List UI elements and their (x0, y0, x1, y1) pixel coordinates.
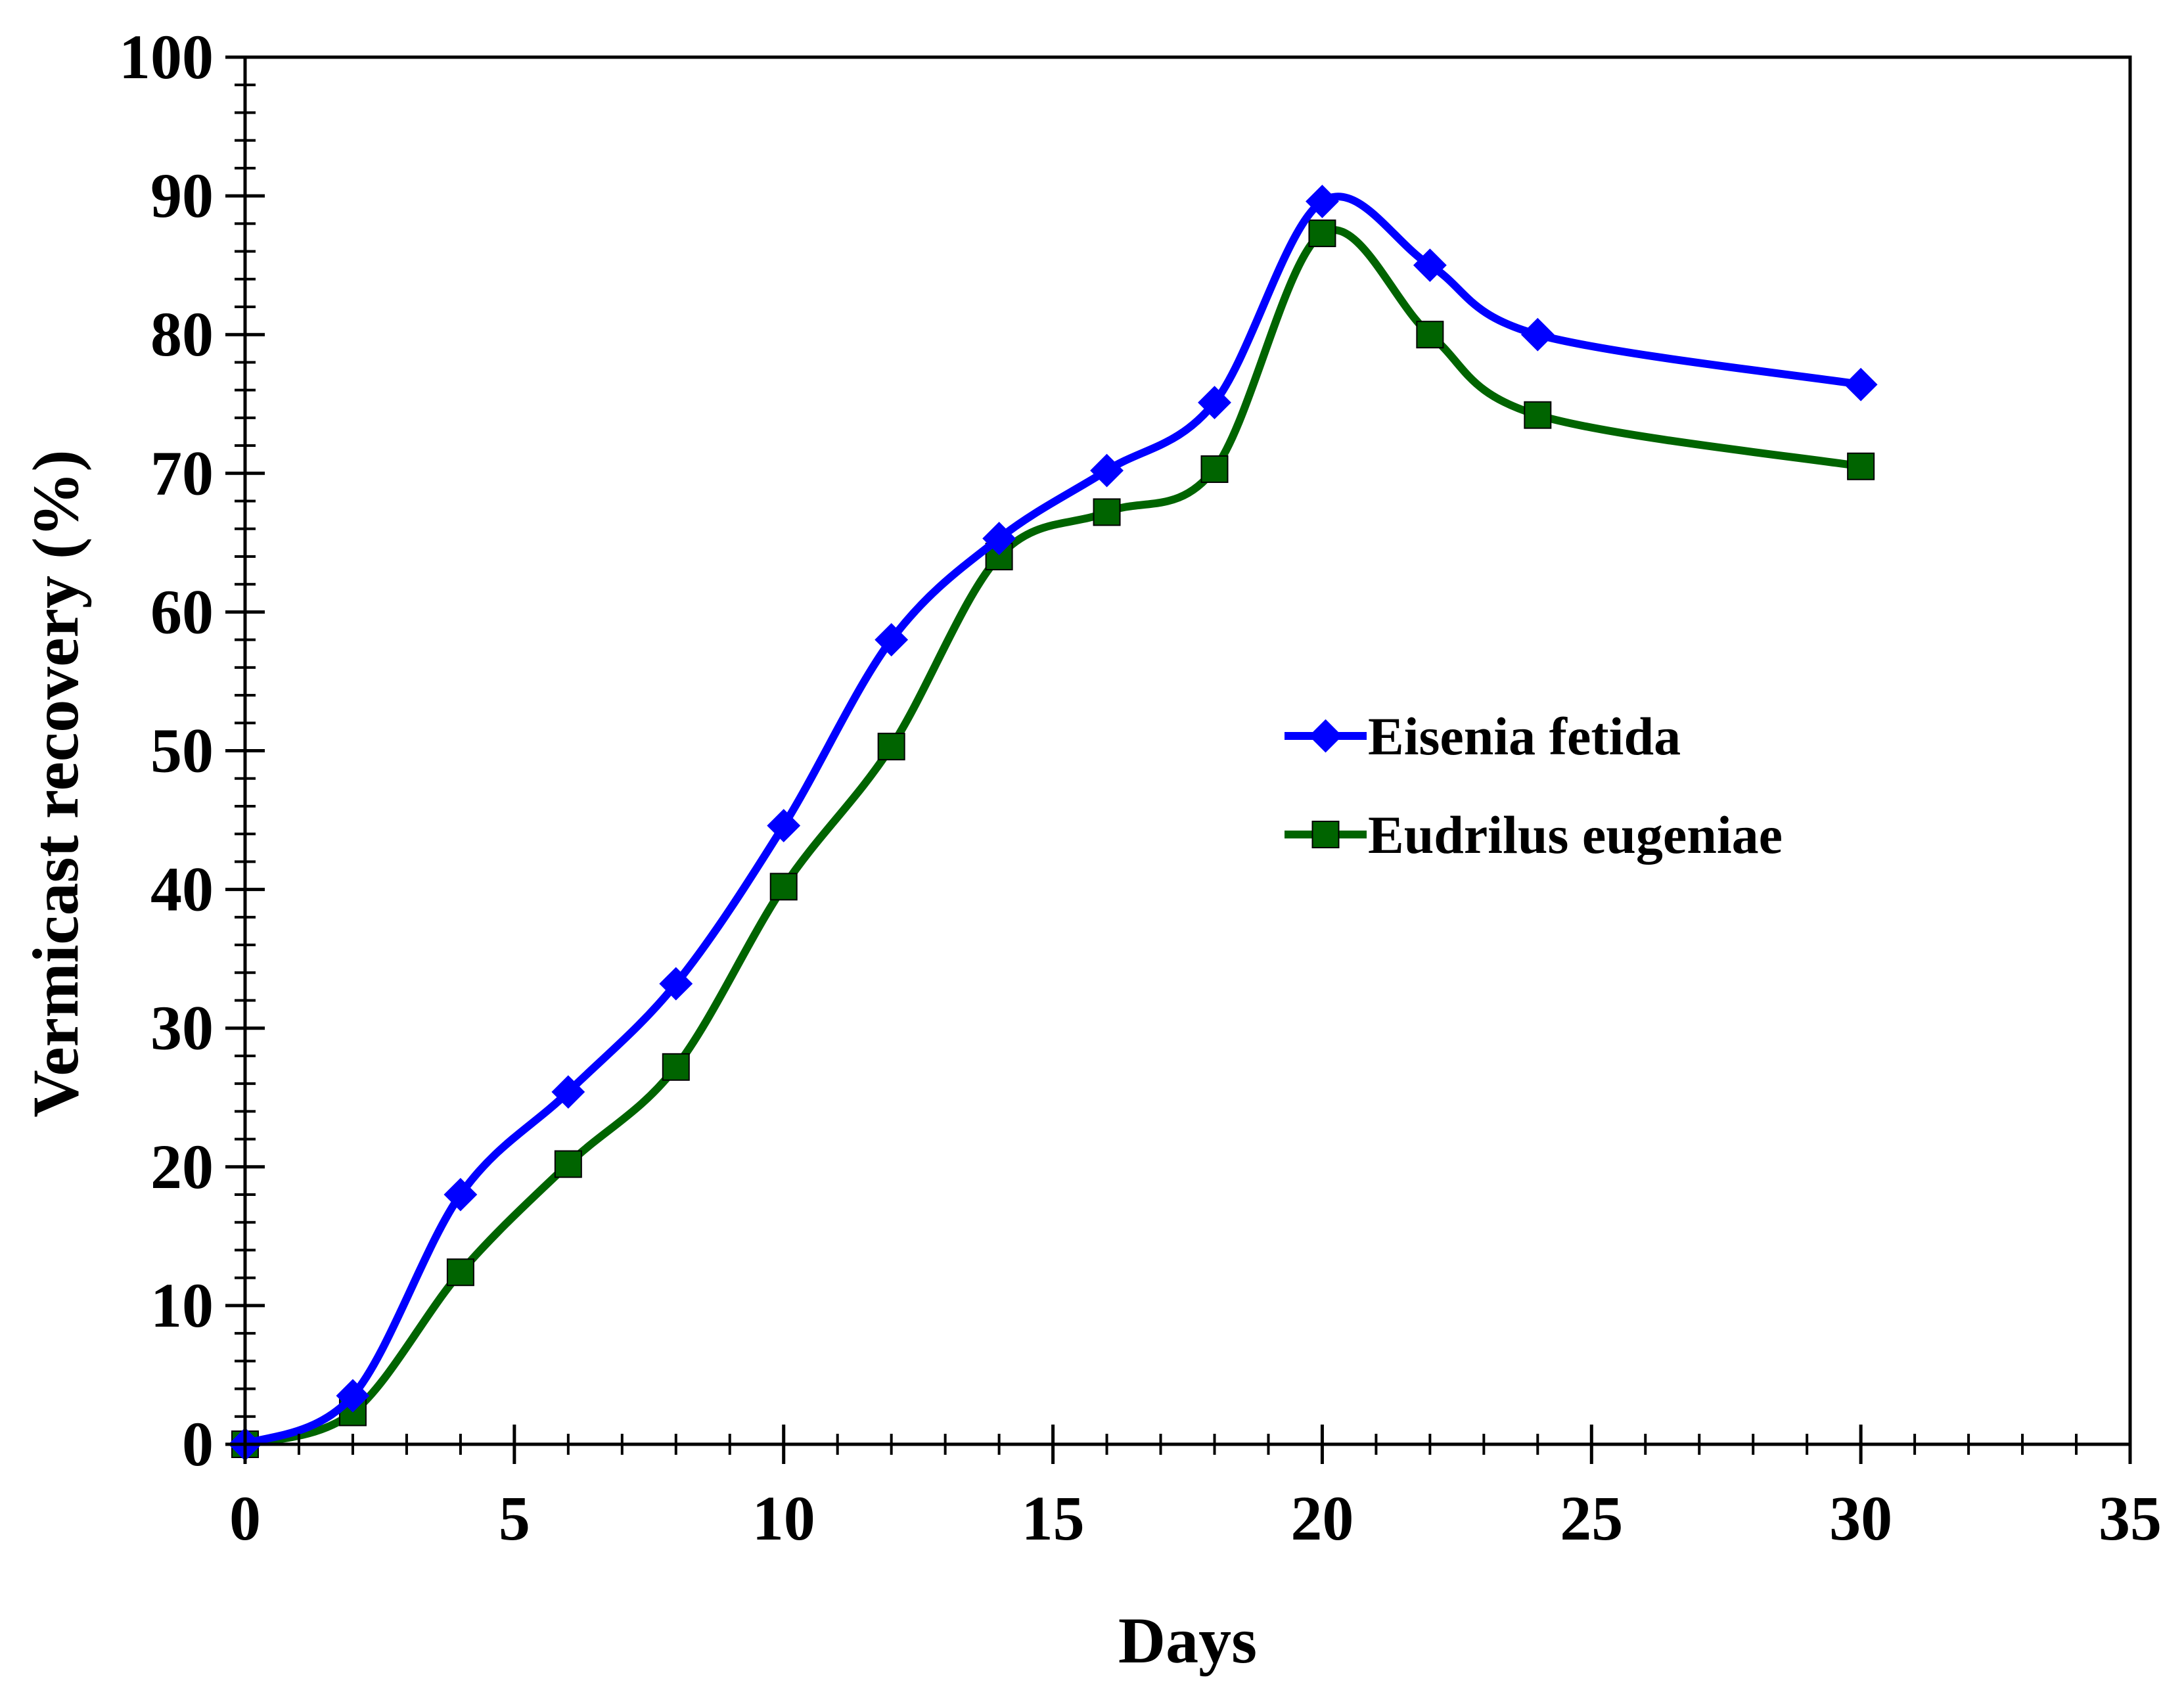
x-tick-label: 15 (1022, 1483, 1085, 1553)
legend-item-eudrilus-eugeniae: Eudrilus eugeniae (1285, 805, 1783, 865)
data-point-eudrilus-eugeniae (1093, 498, 1121, 526)
y-tick-label: 30 (150, 993, 214, 1063)
y-tick-label: 50 (150, 716, 214, 786)
x-axis-title: Days (1118, 1604, 1257, 1677)
data-point-eisenia-fetida (875, 623, 909, 657)
data-point-eisenia-fetida (659, 967, 693, 1001)
data-point-eudrilus-eugeniae (662, 1053, 690, 1081)
data-point-eudrilus-eugeniae (446, 1258, 474, 1287)
legend-marker-eisenia-fetida (1309, 719, 1342, 753)
series-eisenia-fetida (228, 185, 1878, 1461)
data-point-eisenia-fetida (551, 1075, 585, 1109)
data-point-eisenia-fetida (1520, 317, 1555, 352)
x-tick-label: 20 (1290, 1483, 1354, 1553)
data-point-eisenia-fetida (444, 1178, 478, 1212)
data-point-eisenia-fetida (767, 809, 801, 842)
y-tick-label: 100 (119, 22, 214, 92)
legend-marker-eudrilus-eugeniae (1311, 821, 1340, 848)
data-point-eisenia-fetida (336, 1379, 370, 1413)
legend-label-eisenia-fetida: Eisenia fetida (1368, 706, 1681, 766)
x-tick-label: 35 (2099, 1483, 2162, 1553)
y-tick-label: 90 (150, 160, 214, 231)
x-tick-label: 30 (1829, 1483, 1892, 1553)
legend-label-eudrilus-eugeniae: Eudrilus eugeniae (1368, 805, 1783, 865)
data-point-eudrilus-eugeniae (877, 733, 905, 761)
data-point-eudrilus-eugeniae (1200, 455, 1229, 483)
data-point-eudrilus-eugeniae (769, 873, 798, 901)
y-tick-label: 60 (150, 576, 214, 647)
legend: Eisenia fetida Eudrilus eugeniae (1285, 706, 1783, 865)
data-point-eudrilus-eugeniae (1308, 219, 1336, 248)
y-tick-label: 10 (150, 1270, 214, 1340)
data-point-eudrilus-eugeniae (1416, 321, 1444, 349)
y-tick-label: 20 (150, 1132, 214, 1202)
data-point-eisenia-fetida (1844, 367, 1878, 401)
y-tick-label: 40 (150, 854, 214, 925)
data-point-eudrilus-eugeniae (1847, 452, 1875, 480)
data-point-eisenia-fetida (1090, 453, 1124, 488)
x-tick-label: 0 (229, 1483, 261, 1553)
data-point-eisenia-fetida (982, 522, 1016, 555)
series-layer (228, 185, 1878, 1461)
data-point-eisenia-fetida (1306, 185, 1339, 218)
axis-layer: 0 10 20 30 40 50 60 70 80 90 100 0 5 10 15 20 25 30 35 (119, 22, 2162, 1553)
data-point-eudrilus-eugeniae (1524, 401, 1552, 429)
legend-item-eisenia-fetida: Eisenia fetida (1285, 706, 1681, 766)
y-axis-title: Vermicast recovery (%) (19, 449, 92, 1117)
data-point-eudrilus-eugeniae (554, 1150, 582, 1178)
data-point-eisenia-fetida (1198, 386, 1231, 420)
y-tick-label: 70 (150, 438, 214, 508)
x-tick-label: 25 (1560, 1483, 1623, 1553)
x-tick-label: 5 (499, 1483, 530, 1553)
y-tick-label: 0 (182, 1409, 214, 1479)
data-point-eisenia-fetida (1413, 248, 1447, 283)
series-eudrilus-eugeniae (231, 219, 1875, 1458)
x-tick-label: 10 (752, 1483, 815, 1553)
y-tick-label: 80 (150, 299, 214, 369)
